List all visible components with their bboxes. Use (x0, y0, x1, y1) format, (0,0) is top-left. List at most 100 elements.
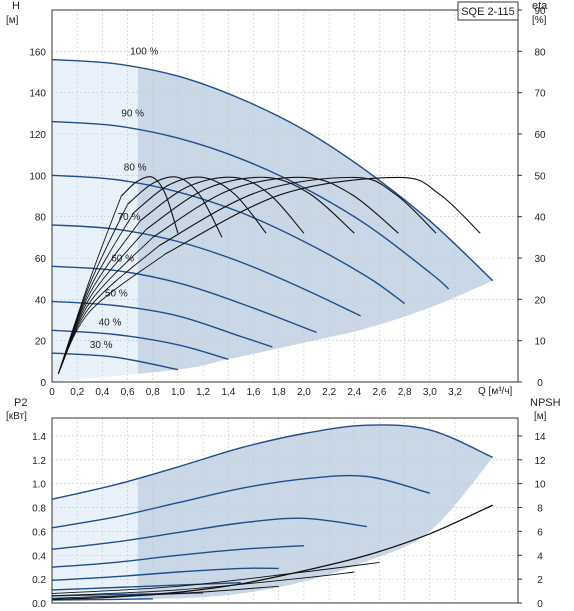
p2-tick-label: 0.0 (32, 599, 46, 610)
speed-label: 30 % (90, 340, 113, 351)
power-plot-frame (51, 417, 519, 604)
speed-label: 60 % (111, 253, 134, 264)
y-tick-label: 0 (40, 378, 46, 389)
p2-tick-label: 1.2 (32, 456, 46, 467)
pump-curve (52, 329, 229, 360)
x-tick-label: 2,0 (297, 387, 311, 398)
p2-tick-label: 1.4 (32, 432, 46, 443)
y-tick-label: 140 (29, 89, 46, 100)
npsh-tick-label: 14 (534, 432, 546, 443)
power-curve (52, 582, 241, 591)
x-tick-label: 1,4 (221, 387, 235, 398)
y2-tick-label: 90 (534, 6, 546, 17)
y2-tick-label: 60 (534, 130, 546, 141)
pump-curve (52, 352, 179, 371)
head-efficiency-panel: 100 % 90 % 80 % 70 % 60 % 50 % 40 % 30 % 0 0,2 0,… (6, 0, 548, 398)
npsh-axis-unit: [м] (534, 411, 547, 422)
power-curve (52, 474, 430, 529)
npsh-tick-label: 10 (534, 480, 546, 491)
x-axis-label: Q [м³/ч] (478, 386, 513, 397)
x-tick-label: 1,8 (272, 387, 286, 398)
p2-tick-label: 0.2 (32, 575, 46, 586)
y-tick-label: 40 (35, 295, 47, 306)
power-npsh-panel: 0.0 0.2 0.4 0.6 0.8 1.0 1.2 1.4 0 2 4 6 8 10 12 14 P2 [… (6, 397, 561, 610)
npsh-curve (52, 504, 494, 601)
pump-curve (52, 265, 317, 334)
efficiency-curve (146, 176, 355, 234)
y2-tick-label: 10 (534, 337, 546, 348)
x-tick-label: 1,0 (171, 387, 185, 398)
y-tick-label: 120 (29, 130, 46, 141)
x-tick-label: 2,4 (347, 387, 361, 398)
y-axis-label: H (12, 0, 20, 12)
y2-tick-label: 80 (534, 47, 546, 58)
efficiency-curve (127, 176, 223, 238)
x-tick-label: 3,2 (448, 387, 462, 398)
p2-tick-label: 0.6 (32, 527, 46, 538)
npsh-curve-low (52, 585, 279, 599)
x-tick-label: 0,8 (146, 387, 160, 398)
speed-label: 90 % (121, 109, 144, 120)
x-tick-label: 1,6 (247, 387, 261, 398)
pump-curve (52, 300, 273, 348)
npsh-tick-label: 12 (534, 456, 546, 467)
speed-label: 100 % (130, 47, 158, 58)
efficiency-curve (158, 176, 437, 247)
x-tick-label: 2,8 (398, 387, 412, 398)
y-tick-label: 160 (29, 47, 46, 58)
x-tick-label: 0,2 (70, 387, 84, 398)
pump-curve (52, 120, 450, 290)
x-tick-label: 0 (49, 387, 55, 398)
npsh-tick-label: 6 (537, 527, 543, 538)
pump-curve (52, 58, 494, 282)
y2-tick-label: 30 (534, 254, 546, 265)
pump-curve (52, 224, 361, 317)
speed-label: 80 % (124, 162, 147, 173)
power-curve (52, 517, 367, 550)
npsh-tick-label: 0 (537, 599, 543, 610)
power-curve (52, 598, 153, 601)
p2-tick-label: 1.0 (32, 480, 46, 491)
x-tick-label: 0,6 (121, 387, 135, 398)
head-plot-frame (51, 9, 519, 383)
speed-label: 40 % (99, 317, 122, 328)
x-tick-label: 2,2 (322, 387, 336, 398)
p2-axis-label: P2 (14, 397, 27, 409)
efficiency-curve (165, 176, 481, 255)
npsh-axis-label: NPSH (530, 397, 561, 409)
y2-tick-label: 0 (537, 378, 543, 389)
efficiency-curve (120, 176, 179, 234)
p2-tick-label: 0.4 (32, 551, 46, 562)
p2-axis-unit: [кВт] (6, 411, 27, 422)
y2-tick-label: 40 (534, 213, 546, 224)
efficiency-rise-curve (57, 253, 166, 374)
x-tick-label: 3,0 (423, 387, 437, 398)
y-tick-label: 20 (35, 337, 47, 348)
y-tick-label: 100 (29, 171, 46, 182)
speed-label: 50 % (105, 288, 128, 299)
y2-axis-unit: [%] (532, 15, 547, 26)
y-tick-label: 80 (35, 213, 47, 224)
speed-label: 70 % (117, 212, 140, 223)
efficiency-curve (133, 176, 267, 234)
npsh-tick-label: 8 (537, 504, 543, 515)
y-axis-unit: [м] (6, 15, 19, 26)
efficiency-curve (139, 176, 305, 234)
y2-tick-label: 20 (534, 295, 546, 306)
y2-tick-label: 50 (534, 171, 546, 182)
y2-axis-label: eta (532, 0, 548, 12)
x-tick-label: 0,4 (95, 387, 109, 398)
x-tick-label: 2,6 (373, 387, 387, 398)
power-curve (52, 424, 494, 500)
power-curve (52, 545, 304, 568)
npsh-curve-low (52, 561, 380, 594)
x-tick-label: 1,2 (196, 387, 210, 398)
power-curve (52, 567, 279, 581)
y-tick-label: 60 (35, 254, 47, 265)
power-region (137, 424, 493, 600)
npsh-tick-label: 4 (537, 551, 543, 562)
operating-region (137, 67, 493, 374)
p2-tick-label: 0.8 (32, 504, 46, 515)
y2-tick-label: 70 (534, 89, 546, 100)
